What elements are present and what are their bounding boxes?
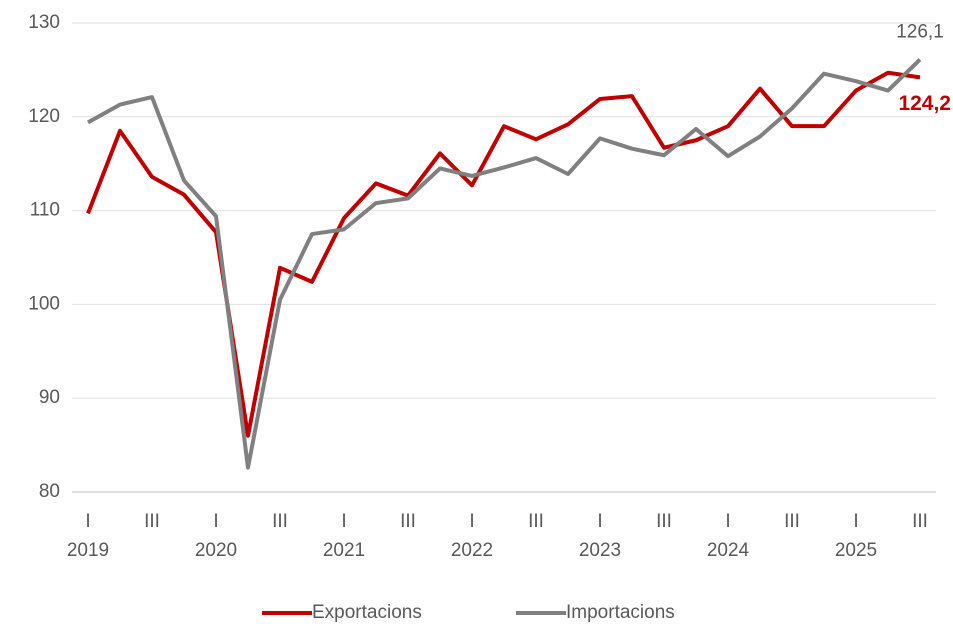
x-tick-label: III (912, 511, 928, 532)
series-line (86, 70, 921, 438)
x-tick-label: I (341, 511, 346, 532)
legend-label: Importacions (566, 602, 675, 623)
x-group-label: 2022 (451, 540, 493, 561)
data-label: 126,1 (896, 22, 944, 43)
y-tick-label: 110 (30, 200, 60, 221)
x-group-label: 2023 (579, 540, 621, 561)
x-tick-label: III (656, 511, 672, 532)
x-group-label: 2024 (707, 540, 750, 561)
x-tick-label: I (213, 511, 218, 532)
x-tick-label: I (725, 511, 730, 532)
x-tick-label: I (85, 511, 90, 532)
x-group-label: 2021 (323, 540, 365, 561)
x-tick-label: I (853, 511, 858, 532)
y-tick-label: 120 (28, 106, 60, 127)
x-tick-label: III (528, 511, 544, 532)
y-tick-label: 100 (28, 293, 60, 314)
x-group-label: 2025 (835, 540, 877, 561)
x-tick-label: III (400, 511, 416, 532)
x-group-label: 2019 (67, 540, 109, 561)
y-tick-label: 130 (28, 12, 60, 33)
y-tick-label: 80 (39, 481, 60, 502)
legend-label: Exportacions (312, 602, 422, 623)
x-tick-label: III (272, 511, 288, 532)
x-tick-label: I (597, 511, 602, 532)
x-group-label: 2020 (195, 540, 237, 561)
x-tick-label: III (784, 511, 800, 532)
x-tick-label: I (469, 511, 474, 532)
x-tick-label: III (144, 511, 160, 532)
y-tick-label: 90 (39, 387, 60, 408)
series-line (87, 58, 922, 470)
data-label: 124,2 (898, 92, 951, 115)
